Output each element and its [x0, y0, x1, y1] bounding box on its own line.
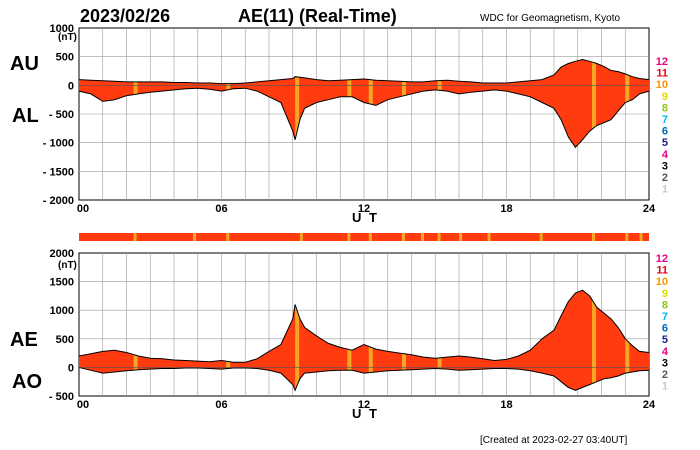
activity-strip-mark — [299, 233, 303, 241]
x-tick-label: 06 — [215, 203, 227, 215]
upper-series-line — [78, 289, 650, 363]
activity-strip-mark — [487, 233, 491, 241]
highlight-stripe — [592, 59, 596, 148]
activity-strip-mark — [625, 233, 629, 241]
ao-label: AO — [12, 371, 42, 393]
y-tick-label: - 1500 — [43, 166, 74, 178]
scale-legend-item: 4 — [662, 149, 669, 161]
y-tick-label: 0 — [68, 362, 74, 374]
activity-strip-mark — [459, 233, 462, 241]
scale-legend-item: 6 — [662, 323, 668, 335]
activity-strip-bar — [79, 233, 649, 241]
au-label: AU — [10, 53, 39, 75]
y-tick-label: 500 — [56, 52, 74, 64]
scale-legend-item: 2 — [662, 369, 668, 381]
y-tick-label: - 500 — [49, 109, 74, 121]
y-tick-label: - 2000 — [43, 195, 74, 207]
activity-strip — [79, 233, 649, 241]
y-tick-label: 2000 — [50, 248, 74, 260]
activity-strip-mark — [421, 233, 424, 241]
scale-legend-item: 11 — [656, 265, 668, 277]
lower-series-line — [78, 366, 650, 392]
scale-legend-item: 8 — [662, 102, 668, 114]
x-tick-label: 24 — [643, 203, 656, 215]
x-tick-label: 18 — [500, 399, 512, 411]
ae-ao-xlabel: U T — [352, 406, 379, 421]
y-tick-label: - 500 — [49, 391, 74, 403]
scale-legend-item: 2 — [662, 172, 668, 184]
scale-legend-item: 8 — [662, 299, 668, 311]
scale-legend-item: 6 — [662, 126, 668, 138]
scale-legend-item: 5 — [662, 334, 668, 346]
au-al-unit: (nT) — [58, 32, 77, 43]
activity-strip-mark — [592, 233, 595, 241]
au-al-xlabel: U T — [352, 210, 379, 225]
al-label: AL — [12, 105, 39, 127]
x-tick-label: 12 — [358, 203, 370, 215]
ae-label: AE — [10, 329, 38, 351]
activity-strip-mark — [193, 233, 196, 241]
data-fill-band — [79, 290, 649, 391]
x-tick-label: 00 — [77, 203, 89, 215]
activity-strip-mark — [639, 233, 643, 241]
scale-legend-item: 12 — [656, 253, 668, 265]
org-label: WDC for Geomagnetism, Kyoto — [480, 13, 620, 24]
y-tick-label: 1000 — [50, 23, 74, 35]
scale-legend-item: 9 — [662, 91, 668, 103]
date-title: 2023/02/26 — [80, 6, 170, 26]
created-timestamp: [Created at 2023-02-27 03:40UT] — [480, 435, 628, 446]
scale-legend-item: 3 — [662, 160, 668, 172]
activity-strip-mark — [133, 233, 137, 241]
au-al-yticks: 1000 500 0 - 500 - 1000 - 1500 - 2000 — [43, 23, 74, 207]
scale-legend-item: 10 — [656, 79, 668, 91]
scale-legend-item: 9 — [662, 288, 668, 300]
highlight-stripe — [368, 59, 373, 148]
activity-strip-mark — [368, 233, 372, 241]
scale-legend-item: 11 — [656, 68, 668, 80]
highlight-stripe — [295, 290, 300, 391]
scale-legend-item: 1 — [662, 184, 668, 196]
y-tick-label: 1000 — [50, 305, 74, 317]
y-tick-label: - 1000 — [43, 138, 74, 150]
x-tick-label: 00 — [77, 399, 89, 411]
ae-ao-unit: (nT) — [58, 260, 77, 271]
lower-series-line — [78, 87, 650, 149]
highlight-stripe — [592, 290, 596, 391]
scale-legend-item: 10 — [656, 276, 668, 288]
activity-strip-mark — [539, 233, 543, 241]
ae-ao-yticks: 2000 1500 1000 500 0 - 500 — [49, 248, 74, 403]
au-al-xticks: 00 06 12 18 24 — [77, 203, 656, 215]
scale-legend-item: 1 — [662, 381, 668, 393]
scale-legend-item: 4 — [662, 346, 669, 358]
y-tick-label: 500 — [56, 334, 74, 346]
scale-legend-item: 12 — [656, 56, 668, 68]
activity-strip-mark — [437, 233, 441, 241]
x-tick-label: 12 — [358, 399, 370, 411]
scale-legend-item: 5 — [662, 137, 668, 149]
upper-series-line — [78, 58, 650, 85]
ae-ao-xticks: 00 06 12 18 24 — [77, 399, 656, 411]
x-tick-label: 18 — [500, 203, 512, 215]
highlight-stripe — [295, 59, 300, 148]
chart-title: AE(11) (Real-Time) — [238, 6, 397, 26]
y-tick-label: 1500 — [50, 277, 74, 289]
scale-legend-item: 3 — [662, 357, 668, 369]
y-tick-label: 0 — [68, 80, 74, 92]
activity-strip-mark — [226, 233, 230, 241]
x-tick-label: 06 — [215, 399, 227, 411]
activity-strip-mark — [402, 233, 405, 241]
scale-legend-item: 7 — [662, 311, 668, 323]
activity-strip-mark — [347, 233, 351, 241]
scale-legend-item: 7 — [662, 114, 668, 126]
x-tick-label: 24 — [643, 399, 656, 411]
